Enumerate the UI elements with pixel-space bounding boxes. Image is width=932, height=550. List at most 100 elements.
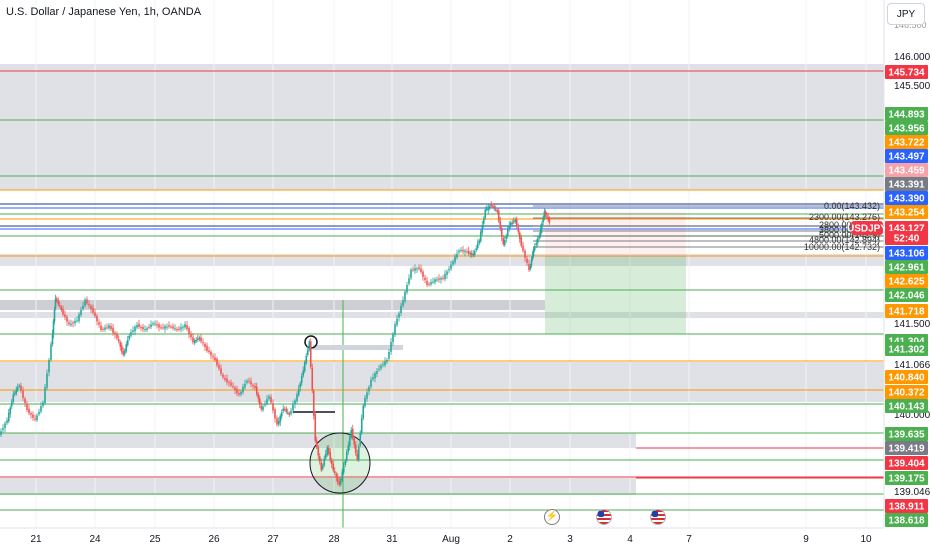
candle-body (68, 322, 70, 325)
candle-body (240, 391, 242, 395)
candle-body (120, 345, 123, 352)
candle-body (548, 218, 551, 223)
candle-body (494, 209, 497, 211)
candle-body (467, 250, 470, 254)
candle-body (376, 371, 378, 374)
candle-body (432, 281, 434, 283)
candle-body (428, 283, 430, 285)
candle-body (72, 322, 74, 324)
candle-body (188, 328, 190, 335)
candle-body (446, 271, 448, 275)
candle-body (505, 235, 508, 239)
time-tick-label: 25 (149, 534, 161, 545)
candle-body (499, 220, 502, 229)
candle-body (117, 339, 120, 342)
time-tick-label: 3 (567, 534, 573, 545)
currency-button[interactable]: JPY (887, 3, 925, 25)
candle-body (192, 337, 194, 343)
candle-body (258, 398, 261, 405)
candle-body (46, 373, 48, 388)
candle-body (285, 409, 288, 412)
candle-body (511, 222, 514, 224)
candle-body (354, 444, 357, 453)
price-badge (885, 135, 928, 149)
price-badge-label: 142.961 (888, 263, 925, 274)
time-tick-label: 2 (507, 534, 513, 545)
candle-body (538, 235, 541, 239)
candle-body (509, 222, 512, 227)
candle-body (210, 351, 212, 356)
candle-body (484, 209, 487, 219)
zone-rect (0, 172, 884, 190)
candle-body (531, 255, 534, 260)
candle-body (254, 386, 256, 388)
candle-body (222, 374, 224, 378)
us-flag-event-icon[interactable] (596, 509, 612, 525)
candle-body (146, 328, 148, 330)
time-tick-label: 31 (386, 534, 398, 545)
candle-body (216, 358, 218, 366)
time-tick-label: 10 (860, 534, 872, 545)
candle-body (288, 413, 291, 415)
candle-body (530, 259, 533, 266)
price-tick-label: 146.500 (894, 20, 927, 30)
candle-body (303, 362, 306, 372)
candle-body (384, 361, 386, 366)
candle-body (394, 324, 396, 335)
candle-body (357, 446, 360, 460)
lightning-event-icon[interactable]: ⚡ (544, 509, 560, 525)
candle-body (396, 318, 398, 325)
flag-canton (598, 511, 604, 517)
candle-body (470, 252, 473, 255)
candle-body (277, 421, 280, 425)
us-flag-event-icon[interactable] (650, 509, 666, 525)
zone-rect (313, 345, 403, 350)
candle-body (108, 325, 110, 329)
price-badge-label: 139.419 (888, 444, 925, 455)
price-badge-label: 139.175 (888, 474, 925, 485)
candle-body (344, 460, 347, 466)
candle-body (154, 323, 156, 325)
candle-body (270, 397, 272, 403)
candle-body (257, 394, 260, 399)
price-badge (885, 107, 928, 121)
price-badge-label: USDJPY (847, 224, 887, 235)
candle-body (18, 385, 21, 387)
price-tick-label: 146.000 (894, 52, 931, 63)
candle-body (32, 414, 34, 418)
price-badge-label: 145.734 (888, 68, 925, 79)
candle-body (404, 291, 406, 302)
candle-body (20, 385, 22, 391)
candle-body (422, 271, 424, 277)
zone-rect (0, 254, 884, 266)
candle-body (252, 385, 254, 387)
candle-body (539, 228, 542, 237)
candle-body (64, 314, 66, 318)
price-badge (885, 260, 928, 274)
candle-body (460, 250, 462, 252)
candle-body (526, 258, 528, 263)
candle-body (362, 405, 365, 419)
candle-body (142, 326, 144, 330)
candle-body (532, 249, 535, 257)
price-badge-label: 143.956 (888, 124, 925, 135)
candle-body (380, 365, 382, 369)
candle-body (220, 368, 222, 374)
candle-body (162, 327, 164, 329)
candle-body (314, 414, 317, 441)
candle-body (315, 440, 318, 448)
price-tick-label: 140.000 (894, 410, 931, 421)
price-badge-label: 138.911 (889, 502, 925, 513)
candle-body (218, 365, 220, 369)
candle-body (4, 423, 6, 429)
candle-body (44, 386, 46, 404)
candle-body (98, 322, 100, 325)
candle-body (506, 229, 509, 236)
candle-body (214, 357, 216, 360)
candle-body (2, 428, 4, 431)
candle-body (57, 300, 60, 305)
candle-body (442, 277, 444, 279)
candle-body (276, 418, 278, 425)
candle-body (366, 392, 368, 399)
